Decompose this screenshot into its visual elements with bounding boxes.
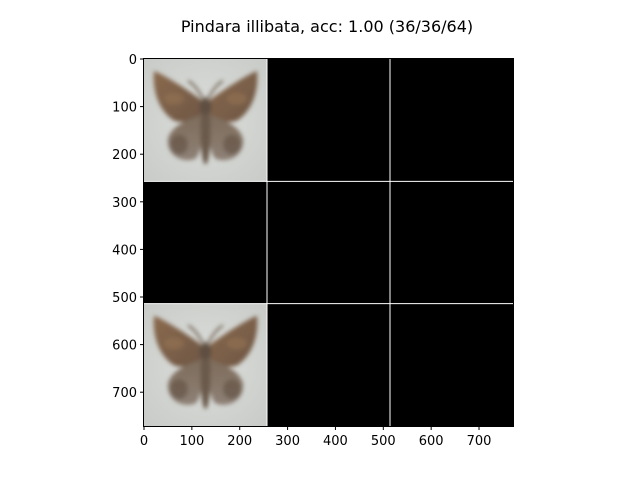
y-tick-label: 300 (112, 196, 137, 211)
y-tick-label: 100 (112, 101, 137, 116)
empty-tile (267, 59, 390, 182)
y-tick-label: 500 (112, 291, 137, 306)
y-tick-label: 200 (112, 148, 137, 163)
y-axis: 0 100 200 300 400 500 600 700 (112, 53, 144, 401)
x-tick-label: 500 (371, 434, 396, 449)
x-tick-label: 400 (323, 434, 348, 449)
y-tick-label: 600 (112, 339, 137, 354)
empty-tile (267, 303, 390, 426)
x-tick-label: 600 (419, 434, 444, 449)
x-tick-label: 300 (275, 434, 300, 449)
empty-tile (390, 59, 513, 182)
empty-tile (144, 181, 267, 304)
x-tick-label: 100 (179, 434, 204, 449)
x-tick-label: 200 (227, 434, 252, 449)
empty-tile (390, 303, 513, 426)
moth-image (144, 304, 267, 426)
y-tick-label: 0 (129, 53, 137, 68)
x-tick-label: 700 (467, 434, 492, 449)
empty-tile (390, 181, 513, 304)
figure-title: Pindara illibata, acc: 1.00 (36/36/64) (181, 17, 473, 36)
x-axis: 0 100 200 300 400 500 600 700 (140, 426, 492, 449)
axes-frame (143, 58, 514, 427)
y-tick-label: 700 (112, 386, 137, 401)
moth-image (144, 59, 267, 181)
x-tick-label: 0 (140, 434, 148, 449)
empty-tile (267, 181, 390, 304)
image-grid (144, 59, 513, 426)
y-tick-label: 400 (112, 243, 137, 258)
